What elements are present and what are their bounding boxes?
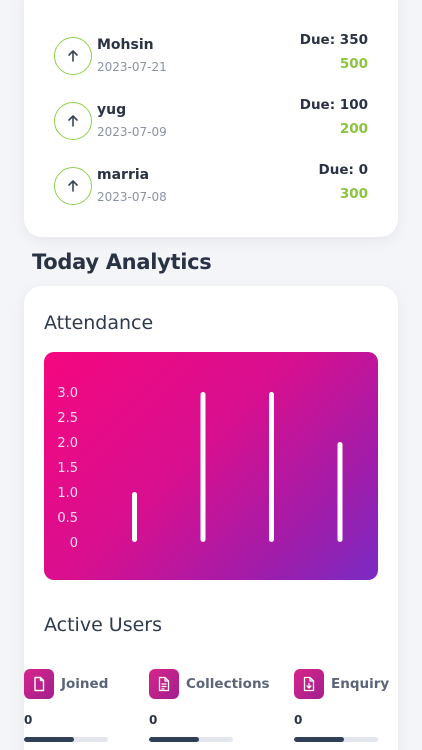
y-tick-label: 3.0	[57, 386, 78, 401]
attendance-bar	[269, 392, 274, 542]
y-tick-label: 1.5	[57, 461, 78, 476]
stat-progress-fill	[149, 737, 200, 742]
payment-row[interactable]: yug 2023-07-09 Due: 100 200	[54, 97, 368, 151]
stat-progress-bar	[24, 737, 108, 742]
y-tick-label: 0.5	[57, 511, 78, 526]
payment-date: 2023-07-21	[97, 60, 167, 74]
stat-joined[interactable]: Joined 0	[24, 669, 134, 749]
paid-amount: 200	[339, 121, 368, 137]
payment-date: 2023-07-09	[97, 125, 167, 139]
arrow-up-icon	[54, 37, 92, 75]
arrow-up-icon	[54, 102, 92, 140]
invoice-icon	[149, 669, 179, 699]
attendance-title: Attendance	[44, 312, 154, 334]
active-users-title: Active Users	[44, 614, 163, 636]
stat-label: Collections	[186, 676, 270, 692]
payment-date: 2023-07-08	[97, 190, 167, 204]
analytics-card: Attendance 3.0 2.5 2.0 1.5 1.0 0.5 0 Active Us…	[24, 286, 398, 750]
payment-row[interactable]: marria 2023-07-08 Due: 0 300	[54, 162, 368, 216]
paid-amount: 300	[339, 186, 368, 202]
attendance-chart: 3.0 2.5 2.0 1.5 1.0 0.5 0	[44, 352, 378, 580]
arrow-up-icon	[54, 167, 92, 205]
stat-progress-bar	[294, 737, 378, 742]
paid-amount: 500	[339, 56, 368, 72]
stat-value: 0	[294, 713, 303, 727]
payments-card: Mohsin 2023-07-21 Due: 350 500 yug 2023-…	[24, 0, 398, 237]
y-tick-label: 2.0	[57, 436, 78, 451]
stat-collections[interactable]: Collections 0	[149, 669, 279, 749]
stat-progress-fill	[294, 737, 345, 742]
stat-enquiry[interactable]: Enquiry 0	[294, 669, 404, 749]
attendance-chart-svg: 3.0 2.5 2.0 1.5 1.0 0.5 0	[57, 386, 343, 551]
due-amount: Due: 100	[299, 97, 368, 113]
stat-label: Enquiry	[331, 676, 390, 692]
y-tick-label: 2.5	[57, 411, 78, 426]
payer-name: Mohsin	[97, 37, 154, 53]
attendance-bar	[132, 492, 137, 542]
stat-progress-bar	[149, 737, 233, 742]
payment-row[interactable]: Mohsin 2023-07-21 Due: 350 500	[54, 32, 368, 86]
section-heading: Today Analytics	[32, 250, 212, 274]
stat-progress-fill	[24, 737, 75, 742]
y-tick-label: 0	[70, 536, 78, 551]
y-tick-label: 1.0	[57, 486, 78, 501]
payer-name: yug	[97, 102, 127, 118]
due-amount: Due: 350	[299, 32, 368, 48]
attendance-bar	[337, 442, 343, 542]
stat-value: 0	[149, 713, 158, 727]
stat-value: 0	[24, 713, 33, 727]
document-icon	[24, 669, 54, 699]
payer-name: marria	[97, 167, 150, 183]
due-amount: Due: 0	[318, 162, 368, 178]
stat-label: Joined	[61, 676, 109, 692]
download-document-icon	[294, 669, 324, 699]
attendance-bar	[200, 392, 206, 542]
